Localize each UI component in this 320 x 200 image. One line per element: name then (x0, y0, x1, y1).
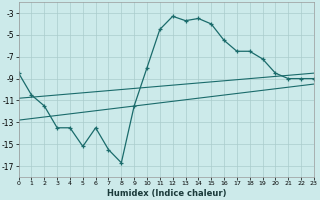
X-axis label: Humidex (Indice chaleur): Humidex (Indice chaleur) (107, 189, 226, 198)
